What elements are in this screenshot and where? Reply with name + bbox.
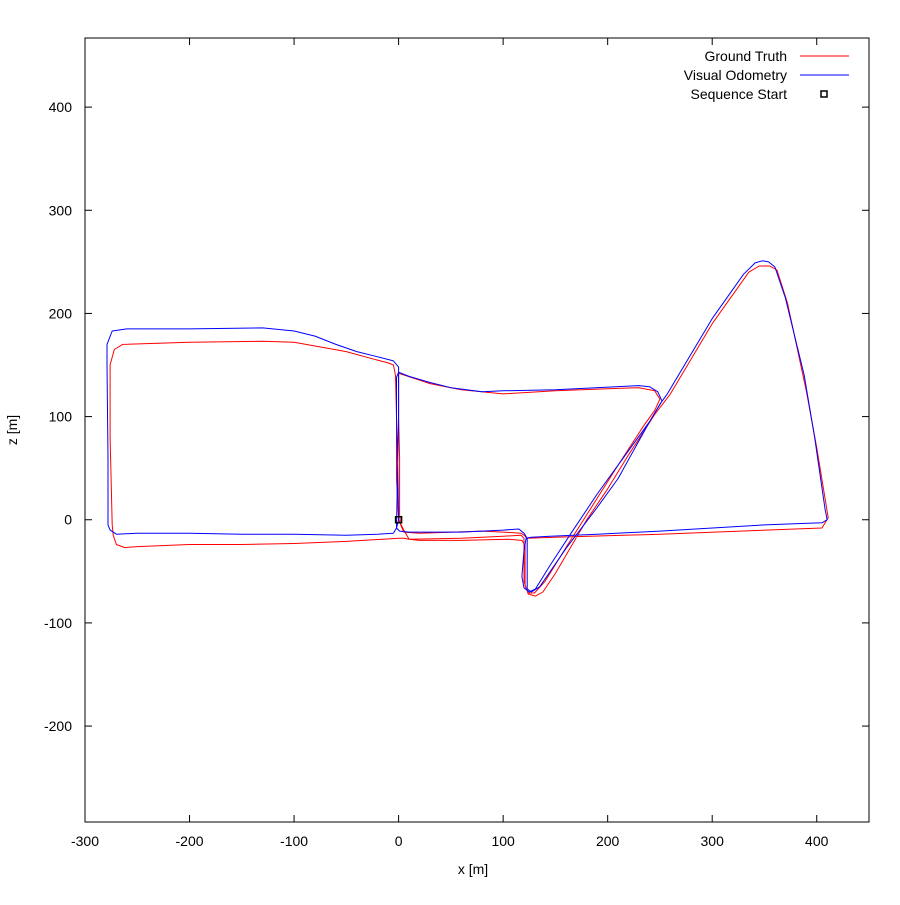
y-axis-label: z [m] (4, 415, 20, 445)
y-tick-label: 0 (64, 512, 72, 528)
x-tick-label: 400 (805, 833, 829, 849)
legend-swatch-marker (820, 90, 828, 98)
plot-frame (84, 37, 870, 823)
x-tick-label: 100 (491, 833, 515, 849)
x-tick-label: 0 (395, 833, 403, 849)
series-line-visual-odometry (106, 260, 828, 593)
y-tick-label: 300 (49, 202, 73, 218)
y-tick-label: -100 (44, 615, 72, 631)
tick-group: -300 -200 -100 0 100 200 300 400 -200 -100 0 100 200… (44, 38, 869, 849)
y-tick-label: 400 (49, 99, 73, 115)
x-axis-label: x [m] (458, 861, 488, 877)
series-group (106, 260, 829, 597)
x-tick-label: 300 (701, 833, 725, 849)
legend: Ground Truth Visual Odometry Sequence Star… (684, 48, 849, 102)
x-tick-label: -200 (176, 833, 204, 849)
y-tick-label: -200 (44, 718, 72, 734)
sequence-start-marker (394, 515, 403, 524)
legend-label: Ground Truth (705, 48, 788, 64)
x-tick-label: 200 (596, 833, 620, 849)
y-tick-label: 200 (49, 305, 73, 321)
x-tick-label: -100 (280, 833, 308, 849)
series-line-ground-truth (109, 265, 829, 597)
legend-label: Visual Odometry (684, 67, 787, 83)
x-tick-label: -300 (71, 833, 99, 849)
y-tick-label: 100 (49, 409, 73, 425)
legend-label: Sequence Start (690, 86, 787, 102)
